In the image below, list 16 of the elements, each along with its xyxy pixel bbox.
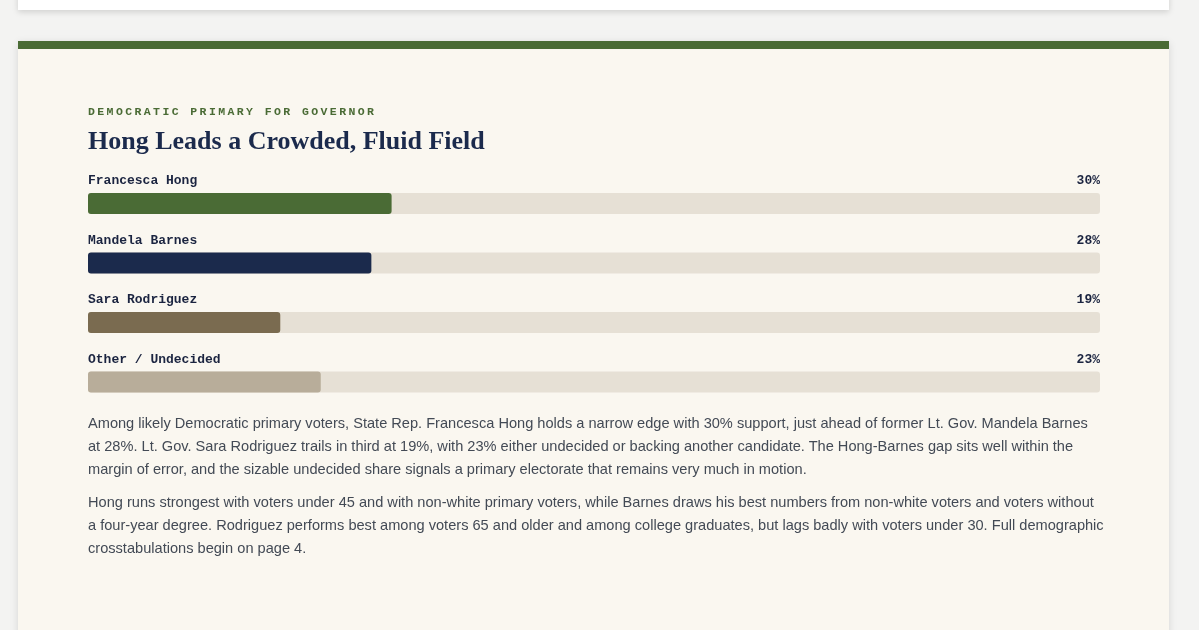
chart-title: Hong Leads a Crowded, Fluid Field [88, 126, 486, 155]
text: Among likely Democratic primary voters, State Rep. Francesca Hong holds a narrow edge with 30% support, just ahead of former Lt. Gov. Mandela Barnes at 28%. Lt. Gov. Sara Rodriguez trails in third at 19%, with 23% either undecided or backing another candidate. The Hong-Barnes gap sits well within the margin of error, and the sizable undecided share signals a primary electorate that remains very much in motion. [88, 414, 1089, 479]
bar [88, 193, 392, 214]
y-tick-label: Mandela Barnes [88, 232, 198, 248]
y-tick-label: Francesca Hong [88, 173, 198, 188]
data-label: 30% [1076, 173, 1101, 188]
y-tick-label: Other / Undecided [88, 351, 221, 367]
bar [88, 371, 321, 393]
bar [88, 312, 281, 333]
bar [88, 252, 372, 274]
text: Hong runs strongest with voters under 45 and with non-white primary voters, while Barnes draws his best numbers from non-white voters and voters without a four-year degree. Rodriguez performs best among voters 65 and older and among college graduates, but lags badly with voters under 30. Full demographic crosstabulations begin on page 4. [88, 493, 1104, 558]
chart-subtitle: DEMOCRATIC PRIMARY FOR GOVERNOR [88, 105, 377, 118]
data-label: 28% [1076, 232, 1101, 248]
data-label: 23% [1076, 351, 1101, 367]
y-tick-label: Sara Rodriguez [88, 292, 198, 307]
data-label: 19% [1076, 292, 1101, 307]
